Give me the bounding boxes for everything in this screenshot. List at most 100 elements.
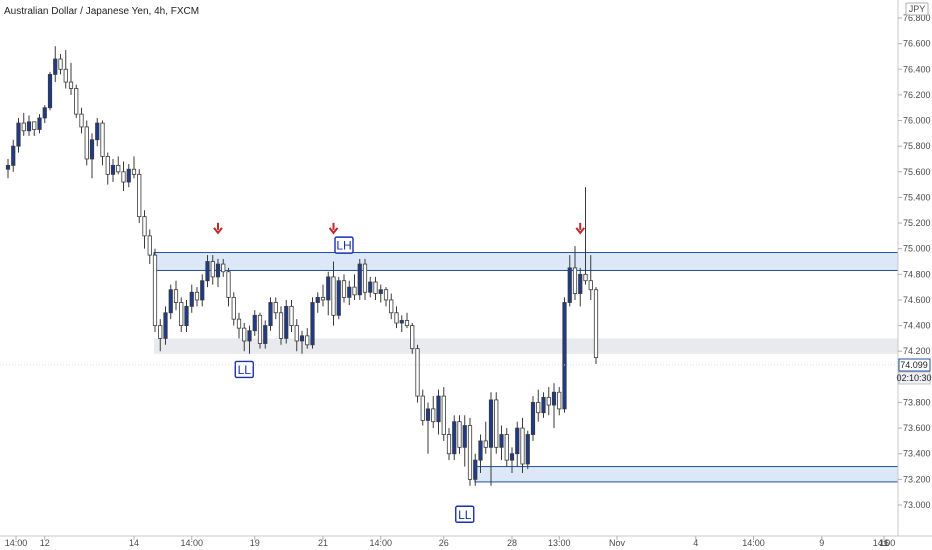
candle-bear (410, 325, 415, 350)
candle-layer (5, 46, 599, 486)
candle-bear (320, 296, 326, 301)
countdown-badge: 02:10:30 (896, 371, 932, 385)
candle-bear (173, 289, 179, 303)
time-tick-label: 19 (250, 538, 260, 548)
candle-bull (530, 402, 536, 435)
candle-bull (578, 273, 583, 294)
price-tick-label: 76.800 (903, 13, 931, 23)
label-ll: LL (234, 360, 254, 379)
time-tick-label: 14:00 (369, 538, 392, 548)
candle-bear (105, 156, 110, 175)
time-tick-label: 14:00 (742, 538, 765, 548)
candle-bear (420, 395, 425, 421)
candle-bull (551, 391, 557, 406)
candle-bull (247, 330, 252, 342)
candle-bull (425, 408, 431, 421)
candle-bear (231, 296, 236, 320)
support-zone[interactable] (154, 338, 898, 354)
price-axis[interactable]: 76.800 76.600 76.400 76.200 76.000 75.800 75.6… (898, 13, 931, 510)
candle-bull (163, 312, 168, 339)
candle-bull (336, 280, 341, 316)
candle-bull (499, 434, 504, 448)
candle-bear (84, 126, 89, 160)
down-arrow-icon (213, 222, 223, 235)
price-tick-label: 75.400 (903, 192, 931, 202)
candle-bull (168, 289, 173, 314)
candle-bear (32, 121, 37, 130)
candle-bear (352, 286, 357, 296)
time-tick-label: 14:00 (873, 538, 896, 548)
price-tick-label: 75.600 (903, 167, 931, 177)
candle-bull (26, 121, 32, 132)
candle-bull (473, 459, 478, 480)
candle-bear (68, 81, 74, 89)
candle-bear (58, 58, 63, 70)
time-tick-label: 11 (879, 538, 888, 548)
price-tick-label: 76.200 (903, 90, 931, 100)
candle-bull (5, 164, 11, 170)
candle-bear (572, 267, 578, 294)
candle-bear (294, 325, 299, 342)
candle-bull (184, 305, 189, 326)
annotation-layer: LH LL LL (213, 222, 586, 523)
candle-bull (347, 286, 352, 298)
candle-bear (278, 312, 284, 339)
current-price-badge: 74.099 (898, 358, 931, 372)
candle-bear (362, 263, 368, 293)
candle-bear (520, 427, 525, 465)
candle-bull (368, 281, 373, 293)
candle-bear (441, 395, 446, 435)
candle-bull (299, 335, 305, 342)
candle-bear (483, 440, 488, 448)
candle-bull (126, 168, 131, 183)
label-text: LH (336, 239, 351, 253)
candle-bear (557, 391, 562, 410)
candle-bear (242, 327, 247, 342)
price-tick-label: 73.000 (903, 500, 931, 510)
candle-bull (399, 320, 404, 324)
candle-bear (446, 434, 452, 455)
price-tick-label: 75.200 (903, 218, 931, 228)
candle-bear (210, 261, 215, 278)
candle-bull (562, 302, 567, 410)
candle-bull (200, 280, 205, 301)
candle-bear (79, 113, 84, 128)
candle-bear (504, 434, 509, 461)
candle-bull (37, 117, 42, 130)
candle-bull (215, 263, 221, 278)
down-arrow-icon (328, 222, 339, 235)
candle-bear (415, 348, 420, 397)
time-tick-label: 14 (129, 538, 139, 548)
candle-bull (205, 261, 210, 282)
low-zone[interactable] (474, 466, 899, 483)
current-price-value: 74.099 (900, 360, 928, 370)
candle-bull (252, 314, 257, 332)
candle-bull (478, 440, 483, 461)
price-tick-label: 75.800 (903, 141, 931, 151)
price-tick-label: 75.000 (903, 244, 931, 254)
candle-bull (310, 302, 315, 346)
candle-bear (179, 302, 184, 326)
candle-bear (404, 320, 410, 326)
label-lh: LH (334, 236, 354, 254)
time-tick-label: 14:00 (180, 538, 203, 548)
chart-title: Australian Dollar / Japanese Yen, 4h, FX… (4, 6, 199, 17)
candle-bear (305, 335, 310, 346)
candle-bull (515, 427, 520, 455)
time-axis[interactable]: 14:00 12 14 14:00 19 21 14:00 26 28 13:00 Nov 4 14:0… (5, 536, 896, 548)
candle-bear (142, 216, 147, 237)
countdown-value: 02:10:30 (896, 373, 931, 383)
candle-bull (525, 434, 530, 465)
resistance-zone[interactable] (153, 252, 899, 271)
time-tick-label: 16 (879, 538, 889, 548)
candle-bear (593, 289, 599, 359)
candle-bull (378, 289, 383, 294)
time-tick-label: 13:00 (548, 538, 571, 548)
candle-bear (147, 235, 152, 256)
candle-bull (462, 425, 467, 448)
candle-bull (284, 305, 289, 339)
time-tick-label: Nov (609, 538, 626, 548)
candle-bear (158, 325, 163, 339)
price-tick-label: 76.600 (903, 39, 931, 49)
